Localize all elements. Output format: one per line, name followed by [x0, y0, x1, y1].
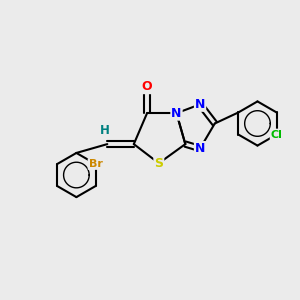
Text: N: N: [195, 98, 205, 111]
Text: S: S: [154, 157, 163, 170]
Text: N: N: [195, 142, 205, 155]
Text: H: H: [99, 124, 109, 137]
Text: Cl: Cl: [271, 130, 283, 140]
Text: N: N: [171, 107, 182, 120]
Text: O: O: [142, 80, 152, 93]
Text: Br: Br: [88, 159, 103, 169]
